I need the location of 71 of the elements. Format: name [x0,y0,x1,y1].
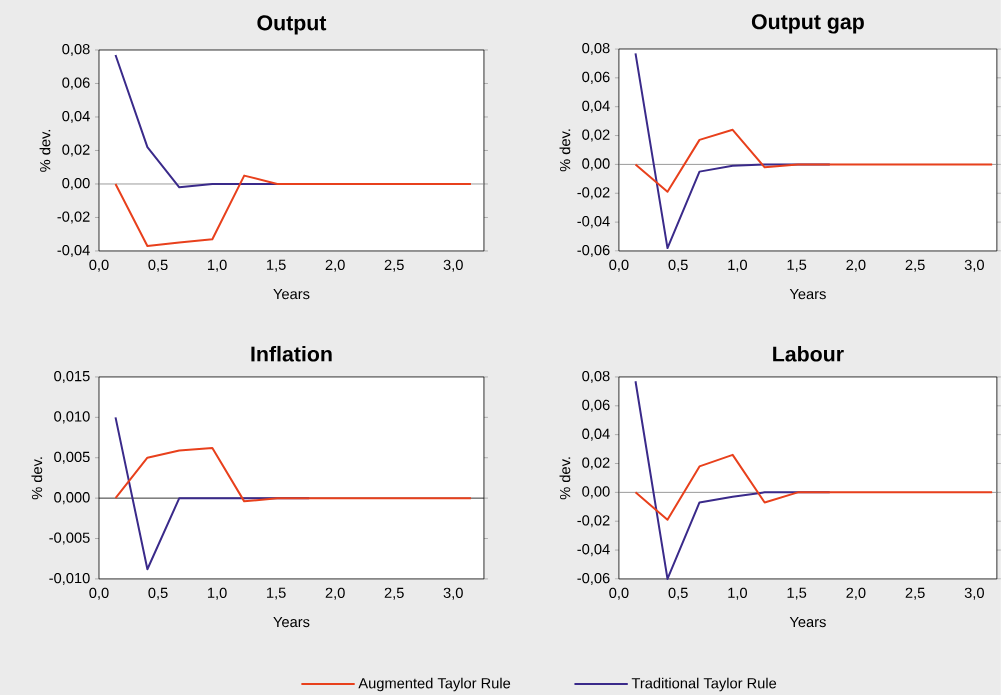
x-axis-title: Years [789,617,826,628]
y-tick-label: 0,04 [582,428,610,441]
y-tick-label: 0,04 [582,100,610,113]
x-tick-label: 1,0 [728,259,748,272]
x-tick-label: 2,0 [846,587,866,600]
y-tick-label: 0,06 [62,77,90,90]
y-tick-label: 0,08 [582,371,610,384]
x-tick-label: 0,0 [609,587,629,600]
x-tick-label: 2,0 [846,259,866,272]
x-tick-label: 1,0 [207,587,227,600]
y-tick-label: 0,00 [582,158,610,171]
x-tick-label: 2,5 [384,259,404,272]
x-axis-title: Years [273,289,310,300]
y-tick-label: -0,005 [49,532,90,545]
y-tick-label: -0,010 [49,573,90,586]
y-axis-title: % dev. [39,130,51,173]
y-tick-label: -0,02 [577,515,610,528]
y-tick-label: -0,04 [577,544,610,557]
y-tick-label: -0,06 [577,573,610,586]
x-tick-label: 2,5 [905,587,925,600]
x-tick-label: 0,5 [148,259,168,272]
chart-title: Inflation [251,346,332,362]
chart-title: Output [257,15,327,35]
y-tick-label: 0,04 [62,111,90,124]
x-tick-label: 1,5 [787,587,807,600]
x-tick-label: 0,0 [89,587,109,600]
x-tick-label: 0,0 [609,259,629,272]
y-tick-label: 0,02 [582,457,610,470]
y-tick-label: 0,00 [582,486,610,499]
x-axis-title: Years [273,617,310,628]
x-tick-label: 3,0 [443,259,463,272]
y-tick-label: 0,08 [62,44,90,57]
y-axis-title: % dev. [559,129,571,172]
y-tick-label: 0,08 [582,43,610,56]
y-tick-label: -0,04 [577,216,610,229]
x-tick-label: 3,0 [443,587,463,600]
chart-title: Labour [773,346,844,362]
y-tick-label: 0,02 [62,144,90,157]
x-tick-label: 0,0 [89,259,109,272]
y-tick-label: 0,02 [582,129,610,142]
y-tick-label: 0,000 [54,492,90,505]
chart-title: Output gap [751,14,864,34]
y-axis-title: % dev. [31,457,43,500]
x-axis-title: Years [789,289,826,300]
legend-label: Traditional Taylor Rule [631,677,777,692]
y-tick-label: -0,02 [57,211,90,224]
x-tick-label: 1,5 [267,587,286,600]
y-tick-label: -0,04 [57,245,90,258]
x-tick-label: 0,5 [668,259,688,272]
y-axis-title: % dev. [559,457,571,500]
x-tick-label: 0,5 [668,587,688,600]
x-tick-label: 2,5 [905,259,925,272]
y-tick-label: -0,02 [577,187,610,200]
x-tick-label: 2,0 [325,259,345,272]
x-tick-label: 1,0 [728,587,747,600]
x-tick-label: 2,5 [384,587,404,600]
x-tick-label: 1,0 [207,259,227,272]
y-tick-label: -0,06 [577,245,610,258]
x-tick-label: 1,5 [787,259,807,272]
y-tick-label: 0,005 [54,451,90,465]
x-tick-label: 2,0 [325,587,345,600]
legend-label: Augmented Taylor Rule [358,677,511,692]
x-tick-label: 3,0 [964,587,984,600]
y-tick-label: 0,015 [54,371,90,384]
x-tick-label: 0,5 [148,587,168,600]
y-tick-label: 0,06 [582,72,610,85]
y-tick-label: 0,010 [54,411,90,424]
y-tick-label: 0,00 [62,178,90,191]
y-tick-label: 0,06 [582,399,610,413]
x-tick-label: 3,0 [964,259,984,272]
x-tick-label: 1,5 [267,259,286,272]
